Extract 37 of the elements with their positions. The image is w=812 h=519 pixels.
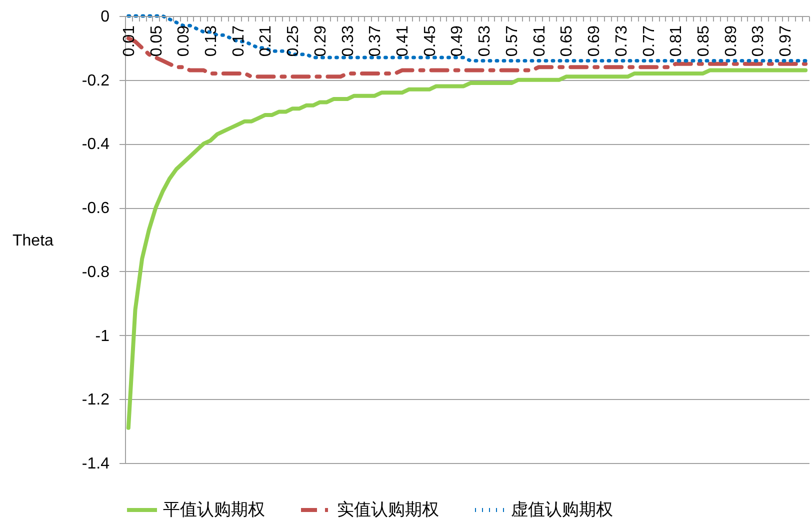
legend-label: 虚值认购期权 <box>511 500 613 519</box>
legend-label: 实值认购期权 <box>337 500 439 519</box>
x-tick-label: 0.17 <box>230 25 248 57</box>
legend-label: 平值认购期权 <box>163 500 265 519</box>
y-tick-label: -1 <box>95 328 110 345</box>
x-tick-label: 0.09 <box>176 25 193 57</box>
y-tick-label: -0.2 <box>82 72 110 90</box>
x-tick-label: 0.33 <box>340 25 357 57</box>
x-tick-label: 0.45 <box>422 25 439 57</box>
x-tick-label: 0.41 <box>394 25 412 57</box>
x-tick-label: 0.05 <box>148 25 166 57</box>
x-tick-label: 0.81 <box>668 25 686 57</box>
x-tick-label: 0.29 <box>312 25 330 57</box>
x-tick-label: 0.69 <box>586 25 604 57</box>
x-tick-label: 0.93 <box>750 25 768 57</box>
y-tick-label: -1.2 <box>82 392 110 409</box>
x-tick-label: 0.97 <box>778 25 795 57</box>
x-tick-label: 0.89 <box>722 25 740 57</box>
x-tick-label: 0.73 <box>613 25 630 57</box>
x-tick-label: 0.37 <box>367 25 384 57</box>
x-tick-label: 0.65 <box>558 25 576 57</box>
y-tick-label: -0.6 <box>82 200 110 218</box>
x-tick-label: 0.25 <box>285 25 302 57</box>
x-tick-label: 0.61 <box>531 25 548 57</box>
x-tick-label: 0.57 <box>504 25 521 57</box>
y-axis-title: Theta <box>12 232 54 250</box>
x-tick-label: 0.49 <box>449 25 466 57</box>
y-tick-label: -0.4 <box>82 136 110 154</box>
y-tick-label: 0 <box>100 8 110 26</box>
y-tick-label: -0.8 <box>82 264 110 281</box>
x-tick-label: 0.85 <box>695 25 712 57</box>
x-tick-label: 0.21 <box>258 25 275 57</box>
y-tick-label: -1.4 <box>82 456 110 472</box>
x-tick-label: 0.77 <box>640 25 658 57</box>
x-tick-label: 0.53 <box>476 25 494 57</box>
x-tick-label: 0.13 <box>203 25 220 57</box>
x-tick-label: 0.01 <box>120 25 138 57</box>
